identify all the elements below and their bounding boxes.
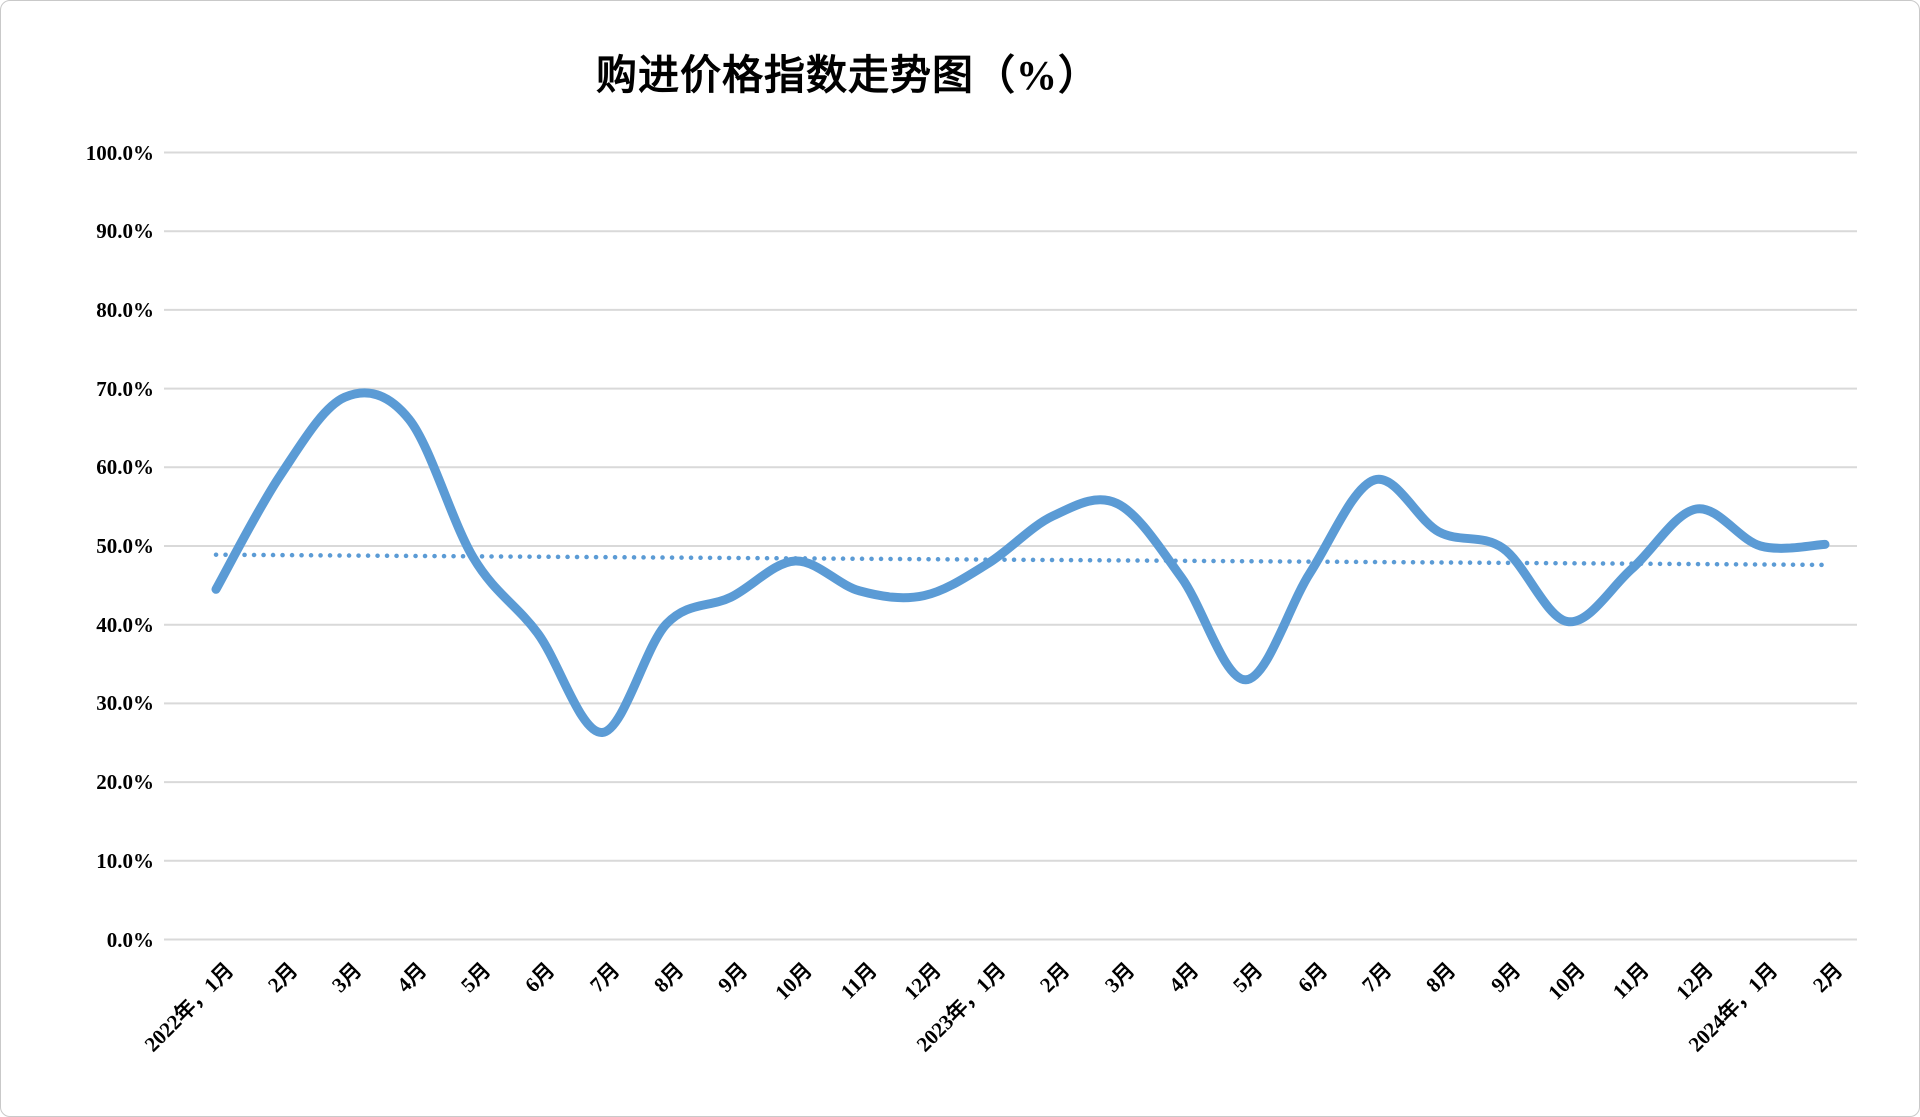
y-axis-tick-label: 20.0%: [96, 770, 154, 795]
chart-title: 购进价格指数走势图（%）: [596, 52, 1100, 98]
y-axis-tick-label: 10.0%: [96, 848, 154, 873]
y-axis-tick-label: 40.0%: [96, 612, 154, 637]
y-axis-tick-label: 0.0%: [106, 927, 154, 952]
gridlines: [164, 151, 1857, 941]
y-axis-tick-label: 70.0%: [96, 376, 154, 401]
y-axis-tick-label: 30.0%: [96, 691, 154, 716]
y-axis-tick-label: 50.0%: [96, 534, 154, 558]
y-axis-tick-label: 80.0%: [96, 297, 154, 322]
trendline-dotted: [213, 552, 1828, 568]
y-axis-tick-label: 100.0%: [85, 140, 154, 165]
price-index-line: [211, 388, 1830, 737]
y-axis-tick-label: 90.0%: [96, 219, 154, 244]
y-axis-tick-label: 60.0%: [96, 455, 154, 480]
